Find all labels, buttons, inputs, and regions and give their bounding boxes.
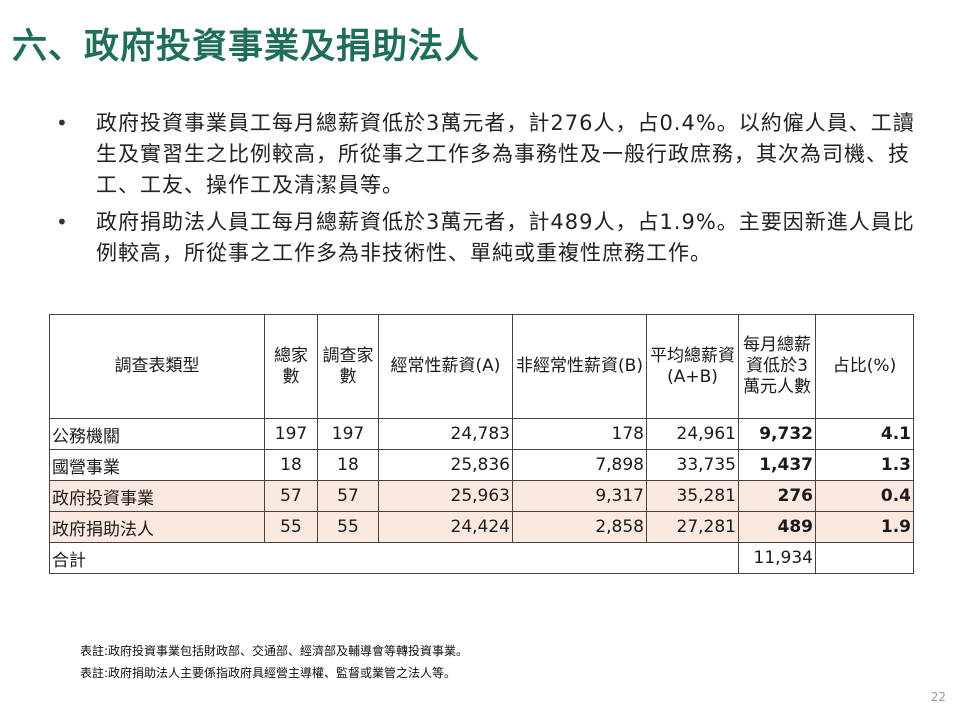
cell-low: 489 bbox=[738, 511, 816, 543]
cell-type: 公務機關 bbox=[49, 418, 265, 450]
cell-regular: 24,783 bbox=[378, 418, 513, 450]
cell-total: 57 bbox=[264, 480, 318, 512]
cell-type: 政府捐助法人 bbox=[49, 511, 265, 543]
cell-irregular: 2,858 bbox=[512, 511, 647, 543]
bullet-item: • 政府捐助法人員工每月總薪資低於3萬元者，計489人，占1.9%。主要因新進人… bbox=[56, 207, 916, 269]
bullet-list: • 政府投資事業員工每月總薪資低於3萬元者，計276人，占0.4%。以約僱人員、… bbox=[56, 108, 916, 275]
header-low: 每月總薪資低於3萬元人數 bbox=[738, 314, 816, 419]
cell-irregular: 9,317 bbox=[512, 480, 647, 512]
cell-pct: 1.3 bbox=[815, 449, 914, 481]
cell-pct: 4.1 bbox=[815, 418, 914, 450]
cell-total: 55 bbox=[264, 511, 318, 543]
cell-avg: 33,735 bbox=[646, 449, 739, 481]
cell-surveyed: 57 bbox=[317, 480, 379, 512]
bullet-text: 政府投資事業員工每月總薪資低於3萬元者，計276人，占0.4%。以約僱人員、工讀… bbox=[96, 111, 915, 197]
cell-total-low: 11,934 bbox=[738, 542, 816, 574]
table-row: 公務機關 197 197 24,783 178 24,961 9,732 4.1 bbox=[49, 418, 914, 450]
bullet-item: • 政府投資事業員工每月總薪資低於3萬元者，計276人，占0.4%。以約僱人員、… bbox=[56, 108, 916, 201]
header-avg: 平均總薪資(A+B) bbox=[646, 314, 739, 419]
cell-surveyed: 197 bbox=[317, 418, 379, 450]
bullet-dot-icon: • bbox=[56, 111, 69, 135]
cell-low: 1,437 bbox=[738, 449, 816, 481]
bullet-text: 政府捐助法人員工每月總薪資低於3萬元者，計489人，占1.9%。主要因新進人員比… bbox=[96, 210, 915, 265]
cell-total-pct bbox=[815, 542, 914, 574]
bullet-dot-icon: • bbox=[56, 210, 69, 234]
cell-type: 國營事業 bbox=[49, 449, 265, 481]
cell-avg: 35,281 bbox=[646, 480, 739, 512]
cell-pct: 0.4 bbox=[815, 480, 914, 512]
table-header-row: 調查表類型 總家數 調查家數 經常性薪資(A) 非經常性薪資(B) 平均總薪資(… bbox=[49, 314, 914, 419]
cell-irregular: 7,898 bbox=[512, 449, 647, 481]
table-notes: 表註:政府投資事業包括財政部、交通部、經濟部及輔導會等轉投資事業。 表註:政府捐… bbox=[80, 640, 468, 684]
cell-total: 18 bbox=[264, 449, 318, 481]
cell-regular: 25,963 bbox=[378, 480, 513, 512]
cell-regular: 24,424 bbox=[378, 511, 513, 543]
table-row-highlighted: 政府投資事業 57 57 25,963 9,317 35,281 276 0.4 bbox=[49, 480, 914, 512]
table-total-row: 合計 11,934 bbox=[49, 542, 914, 574]
header-pct: 占比(%) bbox=[815, 314, 914, 419]
header-type: 調查表類型 bbox=[49, 314, 265, 419]
cell-surveyed: 18 bbox=[317, 449, 379, 481]
cell-low: 9,732 bbox=[738, 418, 816, 450]
slide-title: 六、政府投資事業及捐助法人 bbox=[12, 27, 481, 67]
table-note: 表註:政府投資事業包括財政部、交通部、經濟部及輔導會等轉投資事業。 bbox=[80, 644, 469, 658]
cell-regular: 25,836 bbox=[378, 449, 513, 481]
cell-surveyed: 55 bbox=[317, 511, 379, 543]
cell-total: 197 bbox=[264, 418, 318, 450]
header-irregular: 非經常性薪資(B) bbox=[512, 314, 647, 419]
cell-pct: 1.9 bbox=[815, 511, 914, 543]
cell-irregular: 178 bbox=[512, 418, 647, 450]
cell-avg: 24,961 bbox=[646, 418, 739, 450]
cell-avg: 27,281 bbox=[646, 511, 739, 543]
cell-total-label: 合計 bbox=[49, 542, 739, 574]
page-number: 22 bbox=[930, 690, 946, 704]
table-note: 表註:政府捐助法人主要係指政府具經營主導權、監督或業管之法人等。 bbox=[80, 666, 457, 680]
table-row: 國營事業 18 18 25,836 7,898 33,735 1,437 1.3 bbox=[49, 449, 914, 481]
salary-table: 調查表類型 總家數 調查家數 經常性薪資(A) 非經常性薪資(B) 平均總薪資(… bbox=[49, 314, 914, 574]
header-total: 總家數 bbox=[264, 314, 318, 419]
cell-low: 276 bbox=[738, 480, 816, 512]
header-surveyed: 調查家數 bbox=[317, 314, 379, 419]
cell-type: 政府投資事業 bbox=[49, 480, 265, 512]
table-row-highlighted: 政府捐助法人 55 55 24,424 2,858 27,281 489 1.9 bbox=[49, 511, 914, 543]
header-regular: 經常性薪資(A) bbox=[378, 314, 513, 419]
